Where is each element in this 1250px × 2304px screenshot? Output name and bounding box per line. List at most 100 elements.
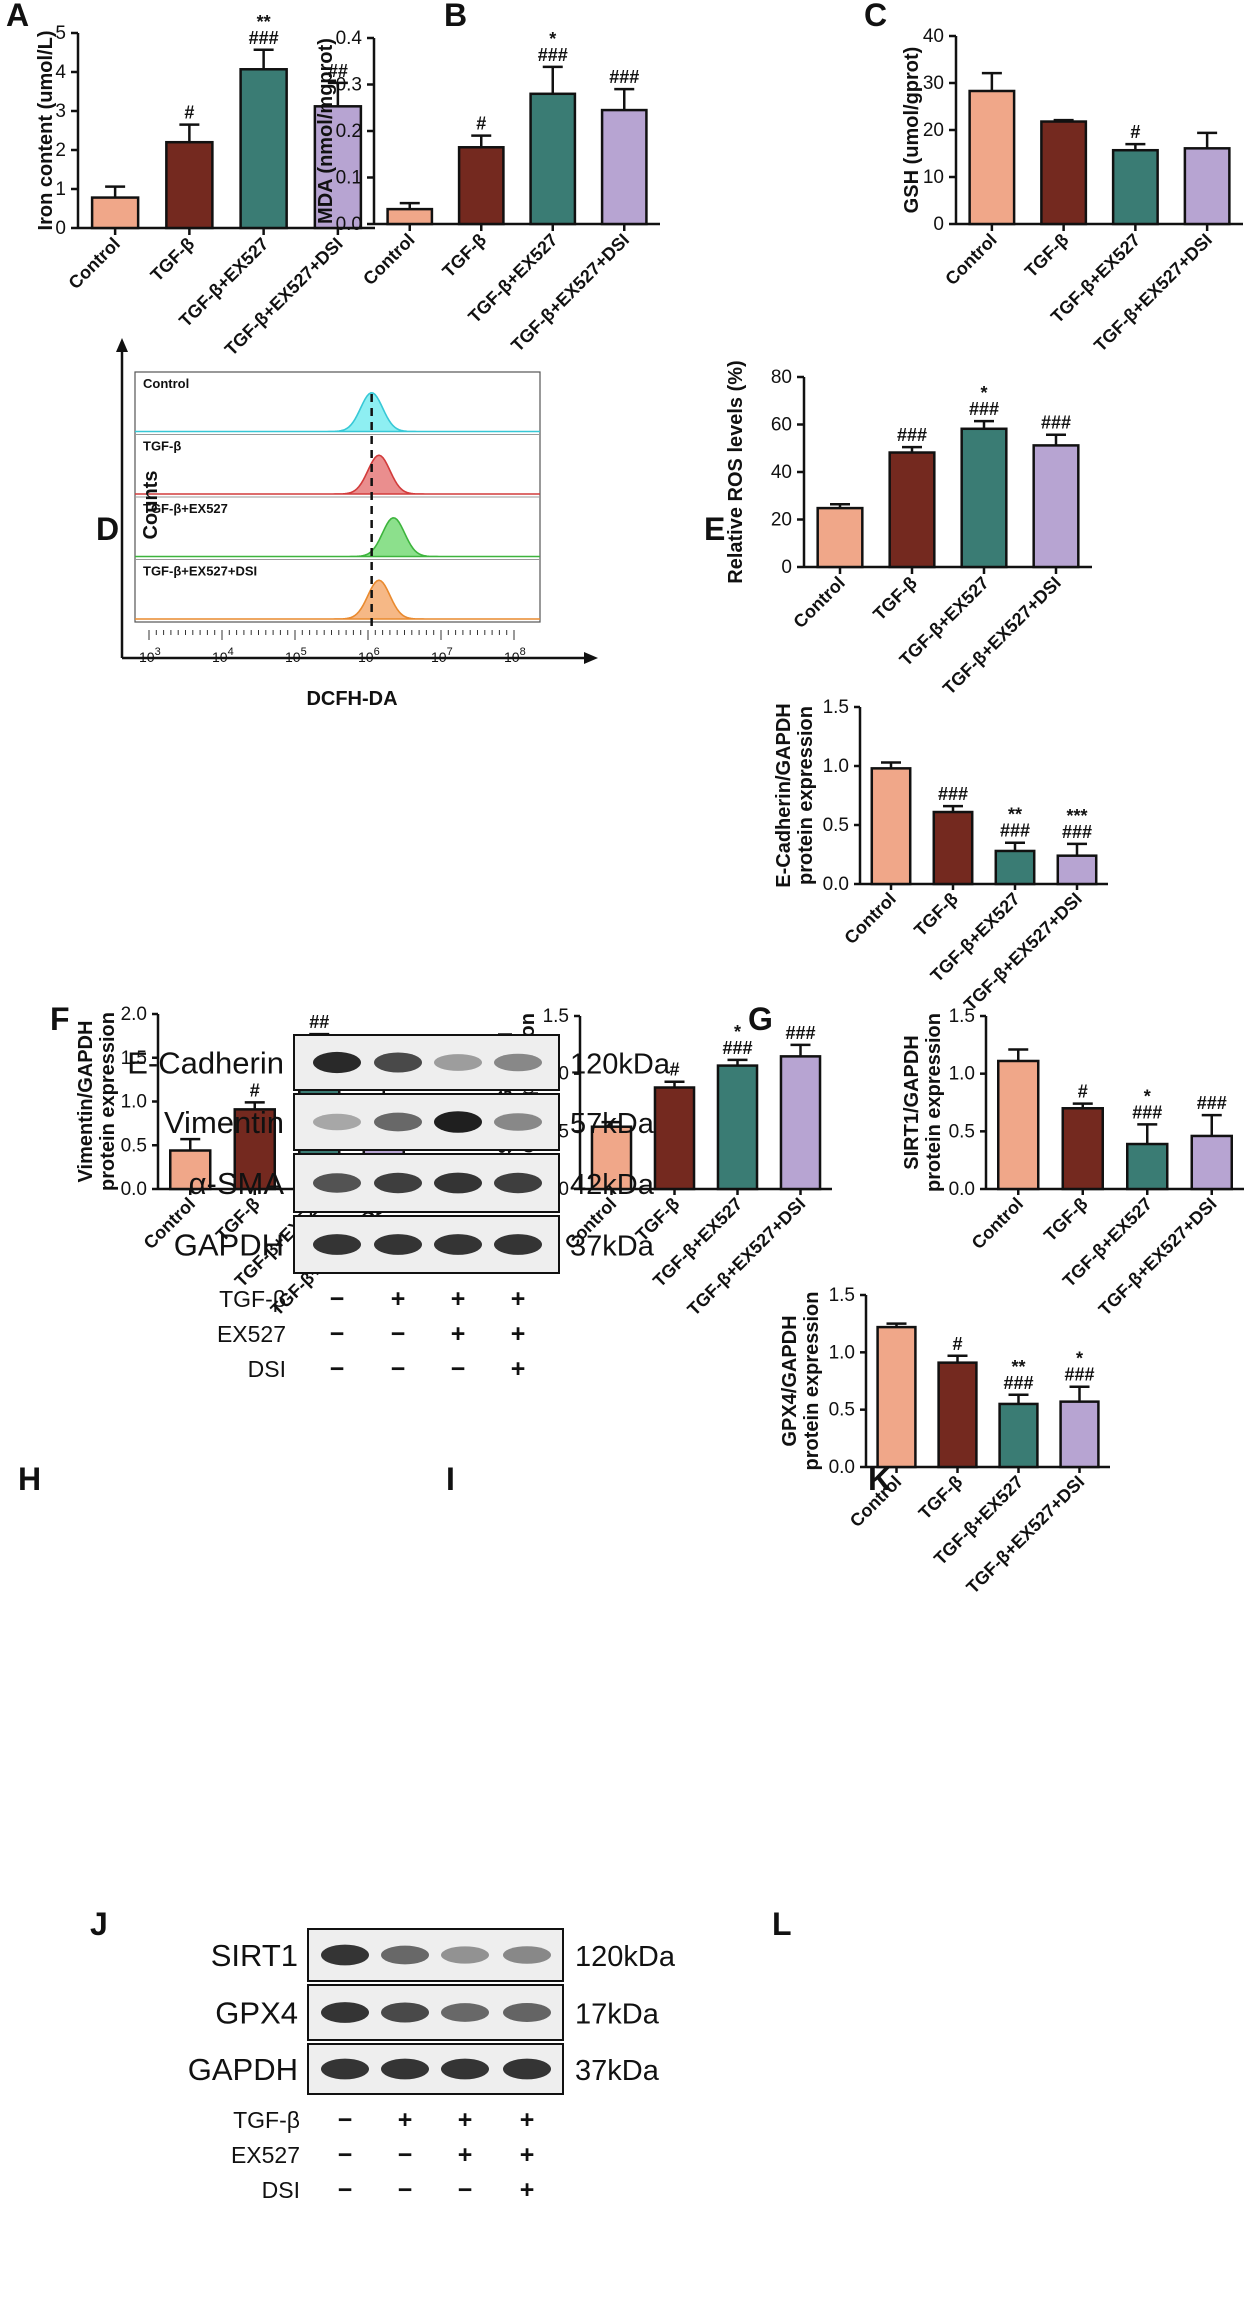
significance-mark: #: [184, 103, 194, 123]
histogram-curve: [135, 391, 540, 433]
significance-mark: ###: [1041, 413, 1071, 433]
bar: [998, 1402, 1039, 1469]
bar: [932, 810, 974, 886]
treatment-label: EX527: [231, 2142, 300, 2168]
blot-j: SIRT1 120kDa GPX4 17kDa GAPDH 37kDa TGF-β − + + + E…: [188, 1928, 676, 2204]
bar: [876, 1325, 917, 1469]
treatment-sign: −: [391, 1320, 406, 1348]
bar: [779, 1055, 822, 1191]
blot-band: [434, 1172, 482, 1194]
treatment-sign: −: [330, 1285, 345, 1313]
significance-mark: ###: [609, 67, 639, 87]
y-tick-label: 0.5: [829, 1400, 855, 1421]
x-category-label: Control: [789, 573, 848, 632]
x-tick-label: 106: [358, 646, 380, 665]
protein-name-label: GAPDH: [174, 1228, 284, 1263]
significance-mark: ###: [785, 1023, 815, 1043]
x-category-label: TGF-β: [147, 234, 199, 286]
significance-mark: *: [980, 383, 987, 403]
significance-mark: #: [952, 1334, 962, 1354]
x-category-label: Control: [359, 230, 418, 289]
significance-mark: ###: [1197, 1093, 1227, 1113]
y-axis-label: protein expression: [97, 1012, 119, 1191]
x-tick-label: 108: [504, 646, 526, 665]
molecular-weight-label: 37kDa: [570, 1231, 655, 1263]
significance-mark: **: [257, 12, 271, 32]
blot-band: [494, 1113, 542, 1131]
x-category-label: TGF-β: [1021, 230, 1073, 282]
y-tick-label: 1.5: [543, 1006, 569, 1027]
treatment-sign: +: [391, 1285, 406, 1313]
chart-k: 0.0 0.5 1.0 1.5 SIRT1/GAPDH protein expressio…: [901, 1006, 1244, 1320]
x-tick-label: 105: [285, 646, 307, 665]
blot-band: [374, 1112, 422, 1132]
bar: [90, 196, 140, 230]
significance-mark: ###: [897, 425, 927, 445]
chart-g: 0.0 0.5 1.0 1.5 E-Cadherin/GAPDH protein expr…: [773, 697, 1108, 1015]
panel-label-h: H: [18, 1461, 41, 1497]
blot-band: [441, 1946, 489, 1964]
panel-label-j: J: [90, 1906, 108, 1942]
blot-f: E-Cadherin 120kDa Vimentin 57kDa α-SMA 42kDa G…: [127, 1034, 671, 1383]
y-tick-label: 20: [771, 510, 792, 531]
molecular-weight-label: 57kDa: [570, 1108, 655, 1140]
molecular-weight-label: 120kDa: [575, 1941, 676, 1973]
treatment-label: DSI: [248, 1356, 286, 1382]
blot-band: [434, 1234, 482, 1255]
significance-mark: #: [669, 1060, 679, 1080]
blot-band: [381, 2058, 429, 2080]
treatment-sign: +: [520, 2141, 535, 2169]
y-arrow-head: [116, 338, 128, 352]
significance-mark: ###: [969, 399, 999, 419]
x-tick-label: 103: [139, 646, 161, 665]
x-category-label: TGF-β: [910, 889, 962, 941]
y-axis-label: Counts: [140, 471, 162, 540]
blot-band: [321, 2058, 369, 2080]
bar: [968, 89, 1016, 226]
y-tick-label: 10: [923, 167, 944, 188]
y-tick-label: 0.5: [121, 1135, 147, 1156]
y-tick-label: 5: [55, 23, 66, 44]
blot-band: [441, 2058, 489, 2080]
x-category-label: TGF-β: [869, 573, 921, 625]
y-tick-label: 1.5: [949, 1006, 975, 1027]
bar: [590, 1125, 633, 1191]
bar: [529, 92, 577, 226]
treatment-sign: −: [338, 2176, 353, 2204]
panel-label-l: L: [772, 1906, 792, 1942]
y-tick-label: 1: [55, 179, 66, 200]
treatment-label: TGF-β: [233, 2107, 300, 2133]
y-tick-label: 1.0: [829, 1342, 855, 1363]
histogram-group-label: TGF-β: [143, 439, 181, 454]
significance-mark: ##: [309, 1012, 329, 1032]
protein-name-label: E-Cadherin: [127, 1046, 284, 1081]
y-tick-label: 60: [771, 415, 792, 436]
treatment-sign: −: [398, 2141, 413, 2169]
significance-mark: ###: [1064, 1365, 1094, 1385]
panel-label-i: I: [446, 1461, 455, 1497]
blot-band: [313, 1051, 361, 1074]
bar: [870, 767, 912, 886]
western-blot-panels: E-Cadherin 120kDa Vimentin 57kDa α-SMA 42kDa G…: [127, 1034, 676, 2204]
flow-cytometry-panel: Control TGF-β TGF-β+EX527 TGF-β+EX527+DSI 10…: [116, 338, 598, 710]
x-category-label: Control: [941, 230, 1000, 289]
y-axis-label: SIRT1/GAPDH: [901, 1035, 923, 1169]
protein-name-label: Vimentin: [164, 1105, 284, 1140]
bar: [937, 1361, 978, 1469]
bar: [457, 146, 505, 226]
significance-mark: *: [734, 1022, 741, 1042]
blot-band: [321, 2002, 369, 2023]
treatment-sign: −: [398, 2176, 413, 2204]
y-axis-label: Vimentin/GAPDH: [75, 1021, 97, 1183]
panel-label-k: K: [868, 1461, 891, 1497]
y-tick-label: 1.0: [121, 1092, 147, 1113]
molecular-weight-label: 37kDa: [575, 2055, 660, 2087]
y-tick-label: 30: [923, 73, 944, 94]
treatment-sign: −: [391, 1355, 406, 1383]
y-tick-label: 40: [923, 26, 944, 47]
y-tick-label: 1.5: [121, 1048, 147, 1069]
y-tick-label: 0.0: [829, 1457, 855, 1478]
